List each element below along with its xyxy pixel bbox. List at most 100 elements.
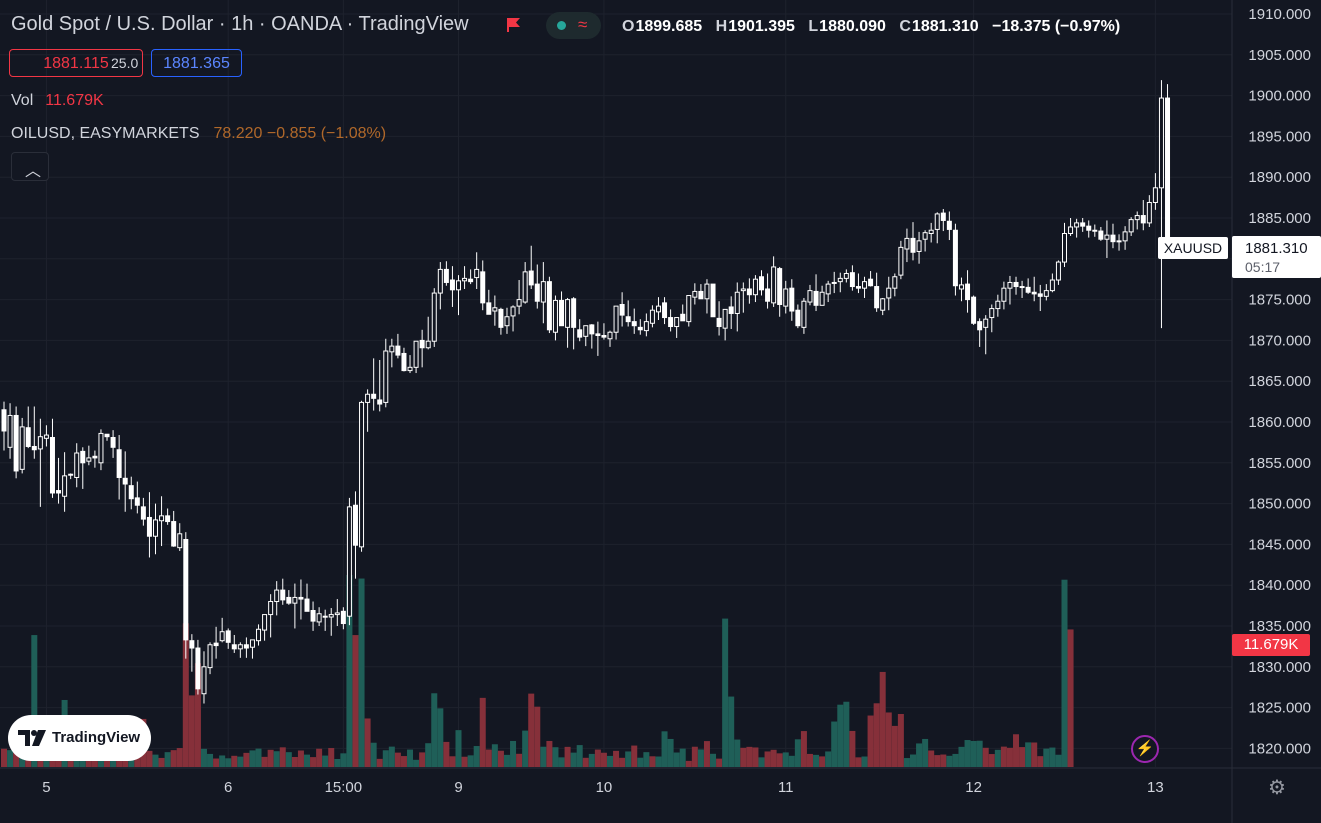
- volume-bar: [285, 752, 292, 767]
- candle-body: [522, 271, 528, 303]
- candle-body: [1055, 261, 1061, 281]
- candle-body: [359, 401, 365, 548]
- candle-body: [1080, 222, 1086, 227]
- candle-body: [595, 333, 601, 337]
- x-tick-label: 5: [42, 779, 50, 796]
- candle-body: [571, 298, 577, 328]
- tradingview-logo[interactable]: TradingView: [8, 715, 151, 761]
- y-tick-label: 1860.000: [1248, 414, 1311, 431]
- compare-symbol-legend[interactable]: OILUSD, EASYMARKETS 78.220 −0.855 (−1.08%…: [11, 125, 386, 143]
- candle-body: [13, 414, 19, 472]
- volume-bar: [825, 751, 832, 767]
- candle-body: [801, 300, 807, 328]
- volume-bar: [661, 731, 668, 767]
- buy-button[interactable]: 1881.365: [151, 49, 242, 77]
- candle-body: [631, 321, 637, 327]
- candle-body: [146, 516, 152, 537]
- volume-bar: [213, 758, 220, 767]
- candle-body: [746, 288, 752, 296]
- volume-bar: [861, 756, 868, 767]
- candle-body: [225, 630, 231, 643]
- volume-bar: [194, 663, 201, 767]
- volume-bar: [673, 752, 680, 767]
- volume-bar: [1000, 746, 1007, 767]
- candle-body: [528, 270, 534, 286]
- volume-bar: [873, 703, 880, 767]
- candle-body: [1068, 226, 1074, 235]
- candle-body: [462, 277, 468, 282]
- candle-body: [68, 473, 74, 476]
- bar-countdown: 05:17: [1245, 259, 1281, 275]
- candle-body: [383, 350, 389, 403]
- volume-bar: [485, 749, 492, 767]
- collapse-legend-button[interactable]: ︿: [11, 152, 49, 181]
- volume-bar: [1061, 579, 1068, 767]
- candle-body: [1086, 225, 1092, 231]
- candle-body: [159, 515, 165, 522]
- candle-body: [965, 283, 971, 301]
- candle-body: [783, 288, 789, 307]
- candle-body: [771, 266, 777, 304]
- low-label: L: [808, 18, 819, 35]
- high-label: H: [715, 18, 728, 35]
- candle-body: [328, 614, 334, 618]
- volume-bar: [479, 697, 486, 767]
- gear-icon[interactable]: ⚙: [1268, 777, 1286, 799]
- candle-body: [589, 324, 595, 335]
- flag-icon[interactable]: [505, 17, 521, 33]
- y-tick-label: 1890.000: [1248, 169, 1311, 186]
- volume-bar: [304, 754, 310, 767]
- volume-bar: [613, 750, 620, 767]
- candle-body: [583, 325, 589, 337]
- market-status-pill[interactable]: ≈: [546, 12, 601, 39]
- x-tick-label: 15:00: [325, 779, 363, 796]
- volume-bar: [297, 750, 304, 767]
- y-tick-label: 1865.000: [1248, 373, 1311, 390]
- candle-body: [456, 280, 461, 291]
- candle-body: [122, 477, 128, 485]
- tradingview-logo-icon: [18, 730, 46, 746]
- candle-body: [916, 240, 922, 252]
- volume-bar: [570, 752, 577, 767]
- candle-body: [43, 434, 49, 439]
- volume-bar: [461, 756, 468, 767]
- volume-bar: [473, 746, 480, 767]
- volume-bar: [146, 750, 153, 767]
- volume-bar: [897, 713, 904, 767]
- volume-bar: [794, 739, 801, 767]
- volume-bar: [588, 753, 595, 767]
- volume-bar: [528, 693, 535, 767]
- candle-body: [946, 220, 952, 230]
- candle-body: [680, 313, 686, 322]
- volume-bar: [728, 696, 735, 767]
- candle-body: [243, 644, 249, 649]
- candle-body: [759, 276, 764, 291]
- volume-bar: [431, 693, 438, 767]
- volume-bar: [546, 740, 553, 767]
- lightning-icon[interactable]: ⚡: [1131, 735, 1159, 763]
- candle-body: [710, 283, 716, 318]
- candle-body: [752, 278, 758, 296]
- candle-body: [340, 610, 346, 625]
- sell-button[interactable]: 1881.115: [9, 49, 143, 77]
- volume-bar: [400, 756, 407, 767]
- candle-body: [365, 393, 371, 403]
- chart-title: Gold Spot / U.S. Dollar · 1h · OANDA · T…: [11, 13, 469, 35]
- candle-body: [734, 291, 740, 314]
- candle-body: [407, 366, 413, 372]
- volume-bar: [225, 758, 232, 767]
- volume-bar: [219, 755, 226, 767]
- volume-bar: [164, 752, 171, 767]
- candle-body: [140, 506, 146, 520]
- candle-body: [1037, 293, 1043, 297]
- candle-body: [546, 281, 552, 331]
- volume-bar: [516, 753, 523, 767]
- volume-legend[interactable]: Vol 11.679K: [11, 92, 104, 110]
- candle-body: [1007, 281, 1013, 289]
- volume-bar: [491, 744, 498, 767]
- candle-body: [213, 642, 219, 647]
- volume-bar: [716, 758, 723, 767]
- volume-bar: [534, 706, 541, 767]
- close-label: C: [899, 18, 911, 35]
